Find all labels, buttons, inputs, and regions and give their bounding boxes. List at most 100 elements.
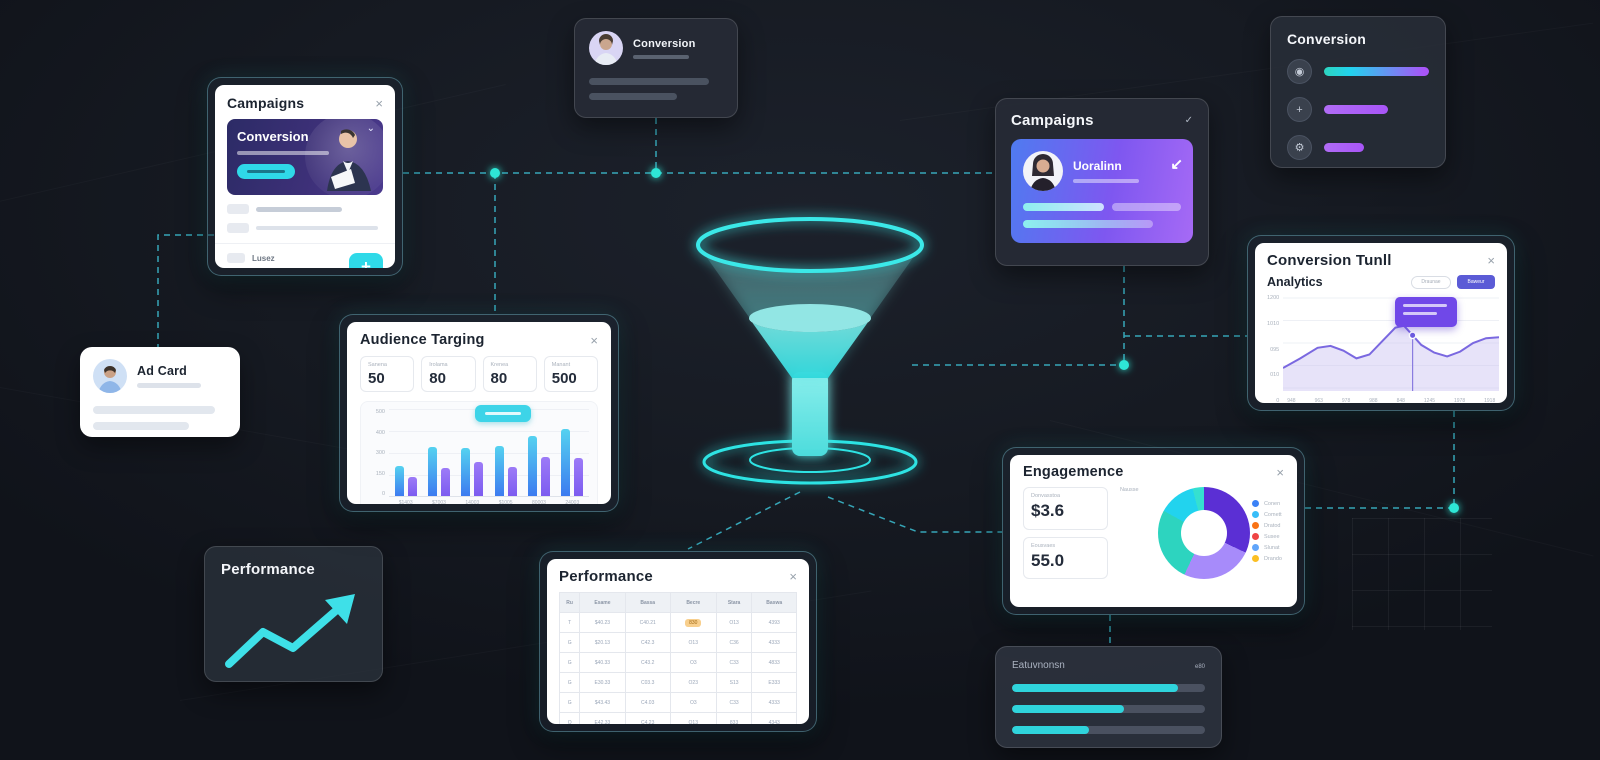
close-icon[interactable]: × <box>590 332 598 348</box>
progress-pill <box>1023 203 1104 211</box>
presenter-illustration <box>327 129 371 191</box>
engagement-card: Engagemence × Donvasstoa $3.6 Eousvaes 5… <box>1002 447 1305 615</box>
gear-icon[interactable]: ⚙ <box>1287 135 1312 160</box>
avatar <box>589 31 623 65</box>
table-row[interactable]: O E42.33 C4.23 O13 833 4343 <box>558 712 797 724</box>
bg-grid-patch <box>1352 518 1492 630</box>
card-title: Performance <box>221 561 315 578</box>
eye-icon[interactable]: ◉ <box>1287 59 1312 84</box>
campaign-gradient-panel[interactable]: Uoralinn ↙ <box>1011 139 1193 243</box>
stat-box: Eousvaes 55.0 <box>1023 536 1108 579</box>
close-icon[interactable]: × <box>789 569 797 584</box>
bar-secondary <box>574 458 584 496</box>
stat-box: Krenea 80 <box>482 356 537 392</box>
card-title: Engagemence <box>1023 464 1124 480</box>
card-label: Eatuvnonsn <box>1012 660 1065 671</box>
bar-primary <box>494 446 504 496</box>
list-item[interactable] <box>227 204 383 214</box>
legend-label: Susee <box>1263 533 1280 540</box>
legend-label: Slunat <box>1263 544 1280 551</box>
bar-skeleton <box>589 78 709 85</box>
metric-bar <box>1324 67 1429 76</box>
progress-fill <box>1012 705 1124 713</box>
bar-skeleton <box>93 406 215 414</box>
progress-card-dark: Eatuvnonsn e80 <box>995 646 1222 748</box>
x-axis-ticks: 948 963 978 988 848 1245 1978 1918 <box>1287 398 1496 403</box>
conversion-funnel <box>696 217 924 485</box>
conversion-card-top: Conversion <box>574 18 738 118</box>
funnel-liquid-surface <box>749 304 871 332</box>
close-icon[interactable]: × <box>1276 464 1284 480</box>
filter-button[interactable]: Draunae <box>1411 275 1451 289</box>
bar-secondary <box>474 461 484 496</box>
card-title: Campaigns <box>227 95 305 111</box>
card-title: Audience Targing <box>360 332 485 348</box>
table-row[interactable]: T $40.23 C40.21 830 O13 4393 <box>558 612 797 633</box>
banner-title: Conversion <box>237 129 309 144</box>
conversion-banner[interactable]: ⌄ Conversion <box>227 119 383 195</box>
y-axis-ticks: 500 400 300 150 0 <box>375 409 385 497</box>
chart-tooltip <box>1394 297 1457 328</box>
banner-cta-button[interactable] <box>237 164 295 179</box>
stat-value: 80 <box>429 370 446 387</box>
progress-pill <box>1111 203 1181 211</box>
table-row[interactable]: G $40.33 C43.2 O3 C33 4833 <box>558 652 797 673</box>
table-row[interactable]: G $43.43 C4.03 O3 C33 4333 <box>558 692 797 713</box>
stat-value: 50 <box>368 370 385 387</box>
list-text-skeleton <box>256 226 378 230</box>
card-value: e80 <box>1194 664 1205 670</box>
legend-label: Dratod <box>1263 522 1281 529</box>
subtitle-skeleton <box>137 383 201 388</box>
avatar <box>1023 151 1063 191</box>
progress-track <box>1012 705 1205 713</box>
plus-icon[interactable]: + <box>1287 97 1312 122</box>
table-header: Becre <box>669 592 717 613</box>
check-icon[interactable]: ✓ <box>1184 115 1193 126</box>
bar-primary <box>394 465 404 496</box>
table-header: Baswa <box>751 592 797 613</box>
card-title: Conversion <box>1287 31 1367 47</box>
funnel-cone <box>698 245 922 378</box>
primary-button[interactable]: Baweur <box>1457 275 1495 289</box>
download-arrow-icon[interactable]: ↙ <box>1170 156 1183 173</box>
cta-label-skeleton <box>247 170 285 173</box>
list-badge <box>227 204 249 214</box>
bottom-item-label: Lusez <box>252 253 275 263</box>
subtitle-skeleton <box>633 54 689 59</box>
bar-secondary <box>440 468 450 496</box>
table-header: Ru <box>558 592 581 613</box>
stat-value: 80 <box>490 370 508 387</box>
legend-dot <box>1251 511 1259 518</box>
ad-card: Ad Card <box>80 347 240 437</box>
bar-primary <box>461 448 471 496</box>
audience-targeting-card: Audience Targing × Sanena 50 Irolama 80 … <box>339 314 619 512</box>
section-title: Analytics <box>1267 275 1323 289</box>
chevron-down-icon[interactable]: ⌄ <box>366 123 375 134</box>
connector-node <box>651 168 661 178</box>
card-title: Performance <box>559 568 653 585</box>
close-icon[interactable]: × <box>1487 253 1495 268</box>
funnel-stem <box>792 372 828 456</box>
bar-primary <box>561 428 571 496</box>
legend-dot <box>1251 544 1259 551</box>
list-badge <box>227 223 249 233</box>
card-title: Conversion <box>633 37 696 50</box>
table-row[interactable]: G E30.33 C03.3 O23 S13 E333 <box>558 672 797 693</box>
stat-box: Manant 500 <box>543 356 598 392</box>
y-axis-ticks: 1200 1010 095 010 0 <box>1267 295 1280 403</box>
table-row[interactable]: G $20.13 C42.3 O13 C36 4333 <box>558 632 797 653</box>
legend-dot <box>1251 500 1259 507</box>
legend-dot <box>1251 522 1259 529</box>
stat-box: Sanena 50 <box>360 356 415 392</box>
legend-dot <box>1251 555 1259 562</box>
donut-legend: Conen Comett Dratod Susee Slunat Drando <box>1250 496 1284 570</box>
card-title: Conversion Tunll <box>1267 252 1392 269</box>
progress-pill <box>1023 220 1153 228</box>
trend-up-arrow <box>225 594 355 668</box>
list-item[interactable] <box>227 223 383 233</box>
close-icon[interactable]: × <box>375 95 383 111</box>
add-button[interactable]: + <box>349 253 383 268</box>
progress-fill <box>1012 726 1090 734</box>
legend-label: Conen <box>1263 500 1281 507</box>
stat-box: Donvasstoa $3.6 <box>1023 487 1108 530</box>
